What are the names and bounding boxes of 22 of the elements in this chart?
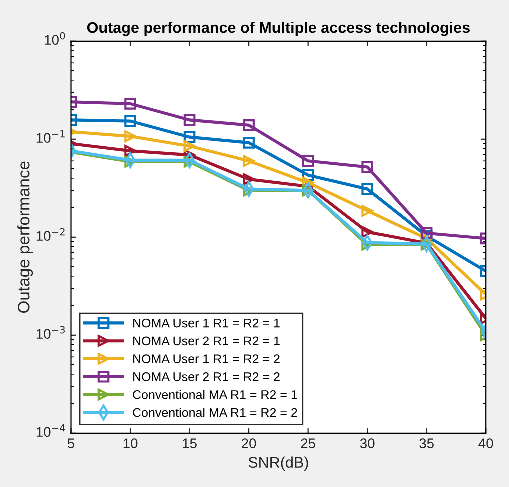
x-axis-title: SNR(dB) [248,456,308,472]
legend-label: NOMA User 2 R1 = R2 = 2 [134,372,280,382]
x-tick-label: 40 [478,438,494,448]
x-tick-label: 35 [420,438,434,448]
x-tick-label: 30 [360,438,375,448]
y-tick-label: 10$^{−3}$ [36,326,65,340]
x-tick-label: 25 [301,438,316,448]
legend-label: NOMA User 1 R1 = R2 = 1 [134,318,280,328]
x-tick-label: 20 [242,438,256,448]
y-tick-label: 10$^{−2}$ [36,228,65,242]
y-axis-title: Outage performance [18,162,34,314]
y-tick-label: 10$^{−4}$ [36,424,66,438]
x-tick-label: 15 [183,438,197,448]
legend-label: Conventional MA R1 = R2 = 1 [133,390,298,400]
x-tick-label: 5 [68,438,75,448]
chart-title: Outage performance of Multiple access technologies [87,22,470,36]
x-tick-label: 10 [124,438,138,448]
y-tick-label: 10$^{0}$ [45,32,66,46]
legend-label: Conventional MA R1 = R2 = 2 [133,408,298,418]
legend-label: NOMA User 1 R1 = R2 = 2 [134,354,280,364]
legend-label: NOMA User 2 R1 = R2 = 1 [134,336,280,346]
y-tick-label: 10$^{−1}$ [36,130,65,144]
